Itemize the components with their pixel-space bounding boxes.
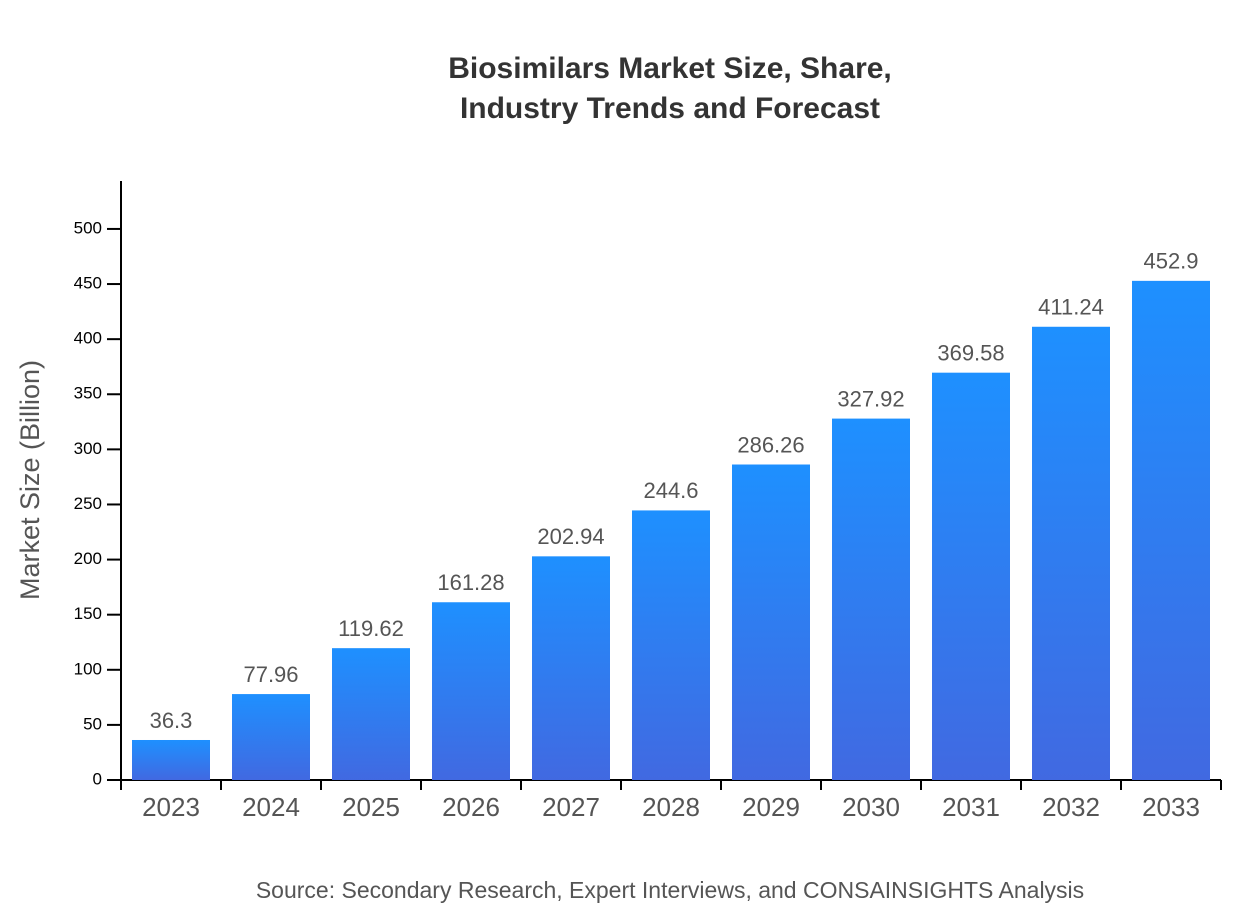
- x-tick-label: 2025: [342, 792, 400, 822]
- bar: [332, 648, 410, 780]
- bar: [1132, 280, 1210, 780]
- bar: [532, 556, 610, 780]
- value-label: 161.28: [437, 570, 504, 595]
- bar: [632, 510, 710, 780]
- bar: [432, 602, 510, 780]
- bar: [132, 739, 210, 780]
- y-axis-title: Market Size (Billion): [15, 360, 45, 600]
- x-tick-label: 2028: [642, 792, 700, 822]
- bar: [1032, 326, 1110, 780]
- y-tick-label: 150: [74, 604, 102, 623]
- y-tick-label: 0: [93, 769, 102, 788]
- value-label: 369.58: [937, 340, 1004, 365]
- y-tick-label: 300: [74, 439, 102, 458]
- value-label: 286.26: [737, 432, 804, 457]
- y-tick-label: 400: [74, 329, 102, 348]
- x-tick-label: 2031: [942, 792, 1000, 822]
- value-label: 244.6: [643, 478, 698, 503]
- chart-title: Biosimilars Market Size, Share,: [448, 52, 892, 85]
- y-tick-label: 250: [74, 494, 102, 513]
- x-tick-label: 2024: [242, 792, 300, 822]
- source-note: Source: Secondary Research, Expert Inter…: [256, 877, 1084, 903]
- x-tick-label: 2033: [1142, 792, 1200, 822]
- y-tick-label: 350: [74, 384, 102, 403]
- y-tick-label: 50: [83, 714, 102, 733]
- x-tick-label: 2029: [742, 792, 800, 822]
- x-tick-label: 2030: [842, 792, 900, 822]
- y-tick-label: 200: [74, 549, 102, 568]
- chart-title: Industry Trends and Forecast: [460, 92, 880, 125]
- x-tick-label: 2026: [442, 792, 500, 822]
- x-tick-label: 2027: [542, 792, 600, 822]
- x-tick-label: 2032: [1042, 792, 1100, 822]
- y-tick-label: 450: [74, 274, 102, 293]
- value-label: 452.9: [1143, 249, 1198, 274]
- value-label: 411.24: [1038, 295, 1104, 320]
- x-tick-label: 2023: [142, 792, 200, 822]
- value-label: 36.3: [150, 708, 193, 733]
- bar: [832, 418, 910, 780]
- bar: [732, 464, 810, 780]
- bar: [232, 694, 310, 780]
- value-label: 77.96: [243, 662, 298, 687]
- value-label: 327.92: [837, 386, 904, 411]
- bar: [932, 372, 1010, 780]
- value-label: 119.62: [338, 616, 404, 641]
- y-tick-label: 500: [74, 218, 102, 237]
- y-tick-label: 100: [74, 659, 102, 678]
- value-label: 202.94: [537, 524, 604, 549]
